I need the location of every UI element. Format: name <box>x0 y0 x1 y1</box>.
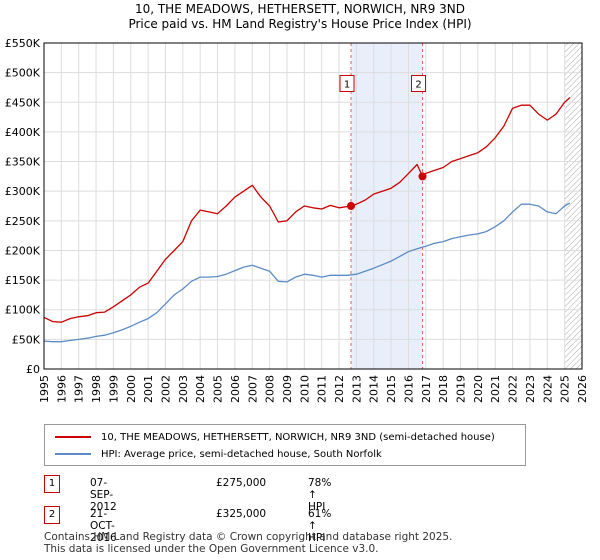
y-tick-label: £0 <box>26 363 40 376</box>
y-tick-label: £500K <box>5 67 41 80</box>
x-tick-label: 2002 <box>159 375 172 403</box>
x-tick-label: 2004 <box>194 375 207 403</box>
y-tick-label: £50K <box>12 333 41 346</box>
y-tick-label: £250K <box>5 215 41 228</box>
x-tick-label: 2011 <box>316 375 329 403</box>
x-tick-label: 2016 <box>402 375 415 403</box>
chart-legend: 10, THE MEADOWS, HETHERSETT, NORWICH, NR… <box>44 424 526 466</box>
sale-label: 1 <box>344 79 350 90</box>
series-line-property <box>43 97 571 323</box>
sale-point <box>347 202 356 210</box>
legend-label-property: 10, THE MEADOWS, HETHERSETT, NORWICH, NR… <box>101 431 495 443</box>
footer-copyright: Contains HM Land Registry data © Crown c… <box>44 531 453 543</box>
x-tick-label: 1996 <box>55 375 68 403</box>
x-tick-label: 1998 <box>90 375 103 403</box>
sale-point <box>418 172 427 181</box>
x-tick-label: 2003 <box>177 375 190 403</box>
x-tick-label: 1997 <box>73 375 86 403</box>
x-tick-label: 2001 <box>142 375 155 403</box>
x-tick-label: 2025 <box>559 375 572 403</box>
sale-date: 21-OCT-2016 <box>90 508 117 544</box>
y-tick-label: £350K <box>5 156 41 169</box>
y-tick-label: £150K <box>5 274 41 287</box>
sale-label-box <box>411 74 427 92</box>
legend-label-hpi: HPI: Average price, semi-detached house,… <box>101 448 382 460</box>
sale-price: £325,000 <box>216 508 267 520</box>
x-tick-label: 2013 <box>350 375 363 403</box>
forecast-hatch <box>564 43 582 369</box>
sale-label-box <box>339 74 355 92</box>
x-tick-label: 2018 <box>437 375 450 403</box>
y-tick-label: £300K <box>5 185 41 198</box>
y-tick-label: £550K <box>5 37 41 50</box>
x-tick-label: 2007 <box>246 375 259 403</box>
x-tick-label: 2008 <box>264 375 277 403</box>
y-tick-label: £200K <box>5 244 41 257</box>
x-tick-label: 2019 <box>455 375 468 403</box>
x-tick-label: 2026 <box>576 375 589 403</box>
x-tick-label: 2012 <box>333 375 346 403</box>
sale-label: 2 <box>415 79 421 90</box>
legend-swatch-hpi <box>55 453 91 455</box>
y-tick-label: £400K <box>5 126 41 139</box>
x-tick-label: 2014 <box>368 375 381 403</box>
x-tick-label: 2017 <box>420 375 433 403</box>
x-tick-label: 2010 <box>298 375 311 403</box>
legend-item-property: 10, THE MEADOWS, HETHERSETT, NORWICH, NR… <box>55 429 495 445</box>
sale-hpi-change: 61% ↑ HPI <box>308 508 332 544</box>
plot-area <box>44 43 582 369</box>
x-tick-label: 1995 <box>38 375 51 403</box>
x-tick-label: 2006 <box>229 375 242 403</box>
x-tick-label: 2000 <box>125 375 138 403</box>
x-tick-label: 2021 <box>489 375 502 403</box>
x-tick-label: 1999 <box>107 375 120 403</box>
sale-number-badge: 1 <box>44 475 60 493</box>
x-tick-label: 2005 <box>212 375 225 403</box>
series-line-hpi <box>43 202 571 343</box>
x-tick-label: 2015 <box>385 375 398 403</box>
sale-date: 07-SEP-2012 <box>90 477 117 513</box>
x-tick-label: 2023 <box>524 375 537 403</box>
sale-period-shading <box>351 43 423 369</box>
plot-frame <box>43 42 583 370</box>
footer-licence: This data is licensed under the Open Gov… <box>44 543 379 555</box>
price-chart: 1 2 £0 £50K £100K £150K £200K £250K £300K £350K £… <box>5 37 589 403</box>
x-tick-label: 2009 <box>281 375 294 403</box>
x-tick-label: 2020 <box>472 375 485 403</box>
legend-swatch-property <box>55 436 91 438</box>
chart-title-address: 10, THE MEADOWS, HETHERSETT, NORWICH, NR… <box>134 2 466 16</box>
legend-item-hpi: HPI: Average price, semi-detached house,… <box>55 446 382 462</box>
x-tick-label: 2022 <box>507 375 520 403</box>
sale-price: £275,000 <box>216 477 267 489</box>
y-tick-label: £450K <box>5 96 41 109</box>
sale-number-badge: 2 <box>44 506 60 524</box>
chart-title-subtitle: Price paid vs. HM Land Registry's House … <box>128 17 472 31</box>
y-tick-label: £100K <box>5 304 41 317</box>
sale-hpi-change: 78% ↑ HPI <box>308 477 332 513</box>
x-tick-label: 2024 <box>541 375 554 403</box>
